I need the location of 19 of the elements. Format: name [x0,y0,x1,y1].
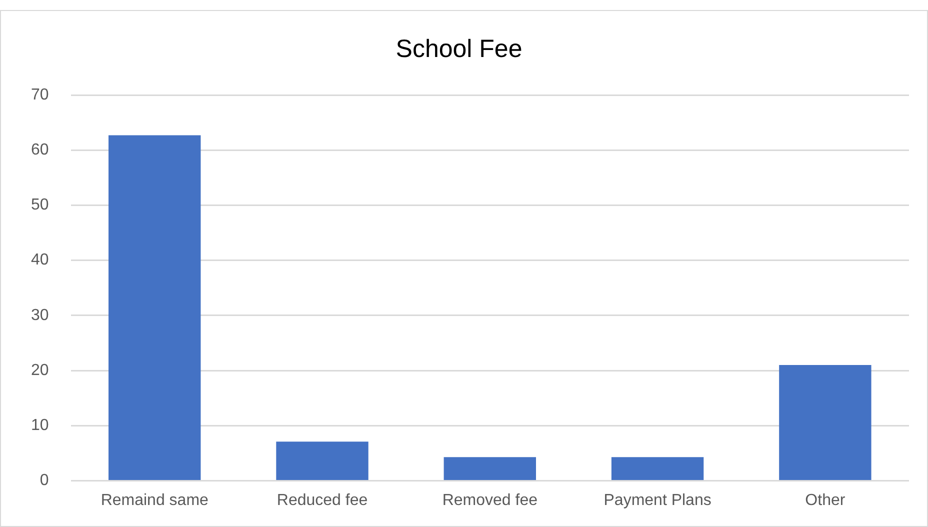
x-tick-label: Reduced fee [276,492,368,509]
bar [276,442,368,480]
y-tick-label: 0 [40,472,49,490]
x-tick-label: Payment Plans [604,492,712,509]
y-tick-label: 40 [31,252,49,269]
y-tick-label: 30 [31,306,49,324]
y-tick-label: 10 [31,417,49,434]
x-tick-label: Other [805,492,846,509]
bar [611,457,704,480]
bar [779,365,872,480]
y-tick-label: 60 [31,142,49,159]
y-tick-label: 20 [31,362,49,379]
x-tick-label: Removed fee [442,492,538,509]
x-tick-label: Remaind same [100,492,209,509]
bar [444,457,536,480]
chart-title: School Fee [396,34,522,63]
y-tick-label: 70 [31,86,49,104]
y-tick-label: 50 [31,196,49,214]
bar [108,135,201,480]
